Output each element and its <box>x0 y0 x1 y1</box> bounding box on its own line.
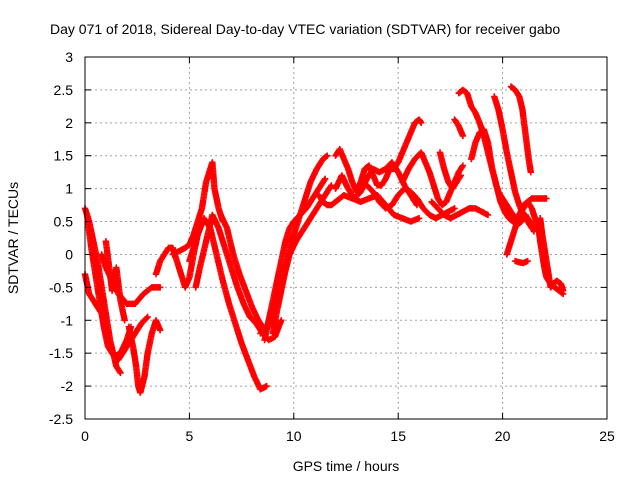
series-track-r <box>363 182 458 222</box>
series-track-v <box>436 149 465 192</box>
series-track-e <box>125 317 164 396</box>
data-point <box>117 369 124 377</box>
data-point <box>321 175 329 182</box>
y-tick-label: 2.5 <box>54 82 74 98</box>
y-tick-label: 0 <box>65 246 73 262</box>
y-tick-label: 1 <box>65 181 73 197</box>
data-point <box>415 215 423 222</box>
data-point <box>143 314 150 322</box>
data-point <box>527 168 534 176</box>
data-point <box>524 257 531 265</box>
data-point <box>559 290 567 298</box>
x-tick-label: 10 <box>286 428 302 444</box>
data-point <box>484 211 492 219</box>
tick-layer: 0 5 10 15 20 25 -2.5 -2 -1.5 -1 -0.5 0 0.5 1 1.5 2 2.5 3 <box>49 49 615 444</box>
data-point <box>459 162 467 169</box>
data-point <box>121 317 128 324</box>
data-point <box>156 326 164 334</box>
y-tick-label: 2 <box>65 115 73 131</box>
y-axis-title: SDTVAR / TECUs <box>5 182 21 294</box>
series-track-x <box>468 126 496 173</box>
series-track-f <box>102 238 128 324</box>
x-tick-label: 5 <box>186 428 194 444</box>
data-point <box>327 183 334 190</box>
grid-layer <box>85 57 607 419</box>
series-track-c <box>81 271 151 363</box>
series-track-af <box>534 221 567 298</box>
series-track-aa <box>507 83 534 176</box>
y-tick-label: -1 <box>61 312 74 328</box>
y-tick-label: -1.5 <box>49 345 73 361</box>
series-track-ac <box>503 198 544 258</box>
data-point <box>543 195 550 202</box>
chart-title: Day 071 of 2018, Sidereal Day-to-day VTE… <box>50 21 560 37</box>
y-tick-label: 3 <box>65 49 73 65</box>
series-track-ad <box>511 257 531 267</box>
data-point <box>456 173 464 180</box>
data-point <box>144 313 151 321</box>
series-track-o <box>315 192 423 225</box>
plot-frame <box>84 56 608 420</box>
y-tick-label: -2.5 <box>49 411 73 427</box>
data-point <box>459 132 467 140</box>
data-point <box>328 182 335 189</box>
data-point <box>278 317 285 324</box>
data-point <box>156 284 164 291</box>
series-track-n <box>269 182 335 337</box>
data-point <box>116 368 123 375</box>
data-point <box>458 163 466 171</box>
y-tick-label: 0.5 <box>54 214 74 230</box>
x-tick-label: 20 <box>495 428 511 444</box>
data-point <box>263 382 270 390</box>
data-point <box>558 289 566 297</box>
data-point <box>324 152 331 159</box>
data-point <box>457 172 465 179</box>
x-tick-label: 15 <box>390 428 406 444</box>
data-point <box>451 205 458 212</box>
x-tick-label: 25 <box>599 428 615 444</box>
data-layer <box>81 83 567 396</box>
y-tick-label: -0.5 <box>49 279 73 295</box>
series-track-i <box>186 215 270 393</box>
data-point <box>417 119 425 127</box>
y-tick-label: 1.5 <box>54 148 74 164</box>
series-track-t <box>428 198 492 222</box>
y-tick-label: -2 <box>61 378 74 394</box>
x-tick-label: 0 <box>81 428 89 444</box>
x-axis-title: GPS time / hours <box>293 458 400 474</box>
data-point <box>322 153 330 160</box>
series-track-w <box>451 116 467 140</box>
